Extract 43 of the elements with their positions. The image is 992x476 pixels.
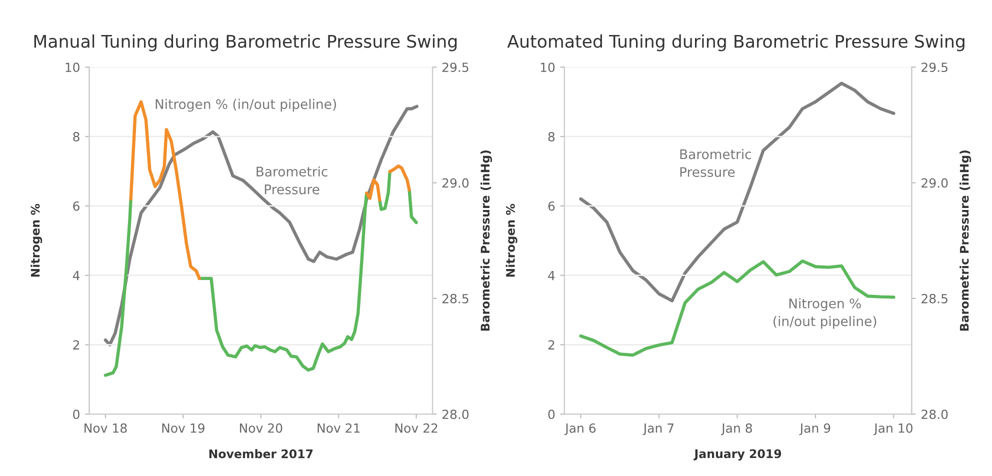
line-series: [579, 259, 896, 357]
annotation: Nitrogen % (in/out pipeline): [774, 298, 876, 329]
y2-tick-label: 28.0: [442, 410, 469, 420]
x-tick-label: Nov 19: [162, 423, 204, 433]
x-axis-title: November 2017: [209, 449, 313, 458]
y2-tick-label: 29.5: [922, 62, 948, 72]
y2-tick-label: 29.0: [442, 178, 469, 188]
y-tick-label: 4: [72, 270, 80, 280]
y-tick-label: 10: [66, 62, 80, 72]
x-tick-label: Nov 20: [240, 423, 282, 433]
y-axis-title: Nitrogen %: [30, 204, 42, 277]
y-tick-label: 2: [548, 340, 554, 350]
x-axis-title: January 2019: [694, 449, 782, 461]
x-tick-label: Jan 9: [799, 423, 830, 436]
x-tick-label: Nov 21: [318, 423, 360, 433]
annotation: Barometric Pressure: [256, 166, 328, 194]
y2-tick-label: 28.5: [442, 294, 468, 304]
x-tick-label: Jan 7: [642, 424, 674, 436]
y-tick-label: 0: [548, 410, 555, 420]
y-tick-label: 2: [73, 340, 79, 350]
y-tick-label: 6: [73, 201, 80, 211]
x-tick-label: Jan 8: [720, 423, 752, 436]
chart-title: Manual Tuning during Barometric Pressure Swing: [34, 34, 457, 52]
y2-tick-label: 28.0: [922, 410, 948, 420]
y-tick-label: 4: [548, 270, 555, 280]
y2-axis-title: Barometric Pressure (inHg): [960, 150, 972, 331]
x-tick-label: Jan 10: [873, 423, 912, 436]
y-axis-title: Nitrogen %: [506, 204, 518, 277]
y-tick-label: 10: [540, 62, 555, 72]
annotation: Nitrogen % (in/out pipeline): [156, 98, 336, 112]
y-tick-label: 8: [548, 132, 555, 142]
x-tick-label: Jan 6: [564, 423, 596, 436]
y2-axis-title: Barometric Pressure (inHg): [480, 150, 492, 331]
y2-tick-label: 29.5: [442, 62, 468, 72]
x-tick-label: Nov 18: [84, 423, 127, 433]
y2-tick-label: 28.5: [922, 294, 948, 304]
y2-tick-label: 29.0: [922, 178, 948, 188]
y-tick-label: 0: [73, 410, 80, 420]
annotation: Barometric Pressure: [680, 149, 752, 177]
x-tick-label: Nov 22: [395, 423, 438, 433]
y-tick-label: 6: [548, 201, 555, 211]
chart-title: Automated Tuning during Barometric Pressure Swing: [507, 34, 964, 52]
y-tick-label: 8: [73, 132, 80, 142]
